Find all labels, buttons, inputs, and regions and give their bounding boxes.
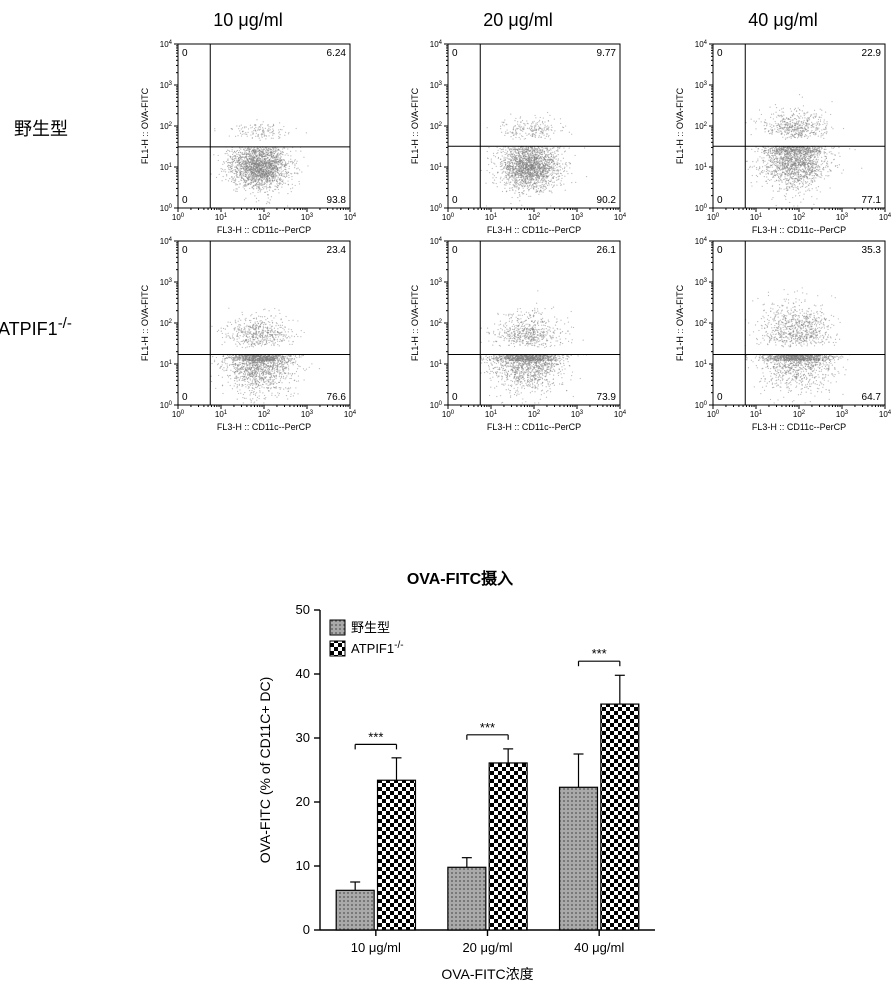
bar-chart-title: OVA-FITC摄入	[250, 565, 670, 589]
col-header-2: 20 μg/ml	[408, 10, 628, 31]
col-header-1: 10 μg/ml	[138, 10, 358, 31]
bar-ko	[601, 704, 639, 930]
bar-wt	[336, 890, 374, 930]
row-label-wt: 野生型	[0, 115, 68, 141]
svg-text:101: 101	[160, 163, 173, 172]
svg-text:0: 0	[452, 48, 458, 59]
svg-text:103: 103	[160, 81, 173, 90]
svg-text:102: 102	[258, 213, 271, 222]
svg-text:100: 100	[160, 204, 173, 213]
svg-text:104: 104	[430, 40, 443, 49]
svg-text:0: 0	[182, 195, 188, 206]
svg-text:104: 104	[344, 213, 357, 222]
bar-wt	[560, 787, 598, 930]
svg-text:90.2: 90.2	[597, 195, 617, 206]
svg-text:102: 102	[160, 122, 173, 131]
svg-text:104: 104	[614, 213, 627, 222]
scatter-panel: 026.1073.9100100101101102102103103104104…	[408, 235, 628, 435]
row-label-ko: ATPIF1-/-	[0, 315, 68, 340]
svg-text:104: 104	[160, 40, 173, 49]
svg-text:101: 101	[485, 213, 498, 222]
scatter-panel: 0 9.77 0 90.2 100100 101 101 102 102 103 103 104 104…	[408, 38, 628, 238]
svg-text:100: 100	[430, 204, 443, 213]
svg-text:101: 101	[215, 213, 228, 222]
scatter-panel-grid: 10 μg/ml 20 μg/ml 40 μg/ml 野生型 ATPIF1-/-…	[68, 10, 888, 430]
bar-ko	[489, 763, 527, 930]
svg-text:0: 0	[182, 48, 188, 59]
svg-text:101: 101	[430, 163, 443, 172]
svg-text:FL3-H :: CD11c--PerCP: FL3-H :: CD11c--PerCP	[217, 225, 311, 235]
svg-text:100: 100	[442, 213, 455, 222]
svg-text:6.24: 6.24	[327, 48, 347, 59]
bar-wt	[448, 867, 486, 930]
svg-text:9.77: 9.77	[597, 48, 617, 59]
bar-chart-section: OVA-FITC摄入 01020304050OVA-FITC (% of CD1…	[250, 565, 670, 985]
svg-text:FL3-H :: CD11c--PerCP: FL3-H :: CD11c--PerCP	[487, 225, 581, 235]
svg-text:100: 100	[172, 213, 185, 222]
scatter-panel: 0 6.24 0 93.8 100100 101 101 102 102 103 103 104 104…	[138, 38, 358, 238]
svg-text:0: 0	[452, 195, 458, 206]
col-header-3: 40 μg/ml	[673, 10, 893, 31]
scatter-panel: 035.3064.7100100101101102102103103104104…	[673, 235, 893, 435]
svg-text:FL1-H :: OVA-FITC: FL1-H :: OVA-FITC	[410, 87, 420, 164]
scatter-panel: 022.9077.1100100101101102102103103104104…	[673, 38, 893, 238]
bar-chart: 01020304050OVA-FITC (% of CD11C+ DC)OVA-…	[250, 595, 670, 985]
svg-text:FL1-H :: OVA-FITC: FL1-H :: OVA-FITC	[140, 87, 150, 164]
svg-text:103: 103	[301, 213, 314, 222]
svg-text:102: 102	[430, 122, 443, 131]
svg-text:102: 102	[528, 213, 541, 222]
scatter-panel: 023.4076.6100100101101102102103103104104…	[138, 235, 358, 435]
bar-ko	[378, 780, 416, 930]
svg-text:103: 103	[571, 213, 584, 222]
svg-text:103: 103	[430, 81, 443, 90]
svg-text:93.8: 93.8	[327, 195, 347, 206]
